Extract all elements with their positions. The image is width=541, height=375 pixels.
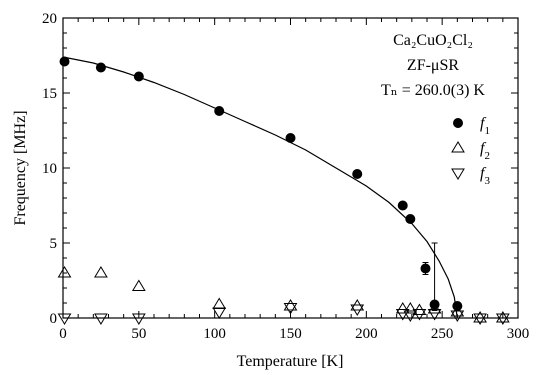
x-tick-label: 0 (59, 326, 67, 342)
annotation-tn: Tₙ = 260.0(3) K (381, 82, 485, 99)
point-f2 (283, 299, 298, 311)
x-tick-label: 100 (203, 326, 226, 342)
point-f2 (403, 302, 418, 314)
x-axis-title: Temperature [K] (237, 353, 344, 370)
point-f2 (395, 302, 410, 314)
x-tick-labels: 0 50 100 150 200 250 300 (59, 326, 529, 342)
x-tick-label: 200 (355, 326, 378, 342)
point-f3 (403, 310, 418, 322)
y-tick-label: 0 (50, 311, 58, 327)
point-f1 (133, 71, 144, 82)
point-f2 (427, 302, 442, 314)
point-f2 (473, 311, 487, 323)
point-f3 (450, 310, 465, 322)
legend-marker-f3 (451, 168, 465, 180)
point-f3 (212, 307, 227, 319)
point-f1 (59, 56, 70, 67)
point-f2 (212, 297, 227, 309)
y-tick-label: 15 (42, 86, 57, 102)
y-tick-label: 20 (42, 11, 57, 27)
point-f1 (352, 169, 363, 179)
point-f1 (420, 263, 431, 274)
point-f2 (131, 279, 146, 291)
legend-marker-f2 (451, 141, 465, 153)
y-axis-title: Frequency [MHz] (12, 110, 29, 225)
point-f3 (283, 303, 298, 315)
point-f3 (94, 313, 108, 325)
x-tick-label: 50 (131, 326, 146, 342)
point-f3 (473, 313, 487, 325)
x-tick-label: 150 (279, 326, 302, 342)
point-f1 (405, 214, 416, 224)
point-f3 (395, 309, 410, 321)
point-f3 (350, 304, 365, 316)
y-tick-labels: 0 5 10 15 20 (42, 11, 57, 327)
legend: f1 f2 f3 (451, 115, 490, 187)
x-tick-label: 250 (431, 326, 454, 342)
y-tick-label: 10 (42, 161, 57, 177)
y-tick-label: 5 (50, 236, 58, 252)
annotation-method: ZF-μSR (407, 57, 459, 74)
legend-label-f1: f1 (480, 115, 490, 137)
annotation-block: Ca₂CuO₂Cl₂ ZF-μSR Tₙ = 260.0(3) K (381, 32, 485, 99)
legend-marker-f1 (453, 118, 463, 128)
point-f3 (427, 309, 442, 321)
fit-curve (62, 56, 458, 319)
point-f1 (285, 133, 296, 143)
legend-label-f2: f2 (480, 140, 490, 162)
point-f2 (495, 311, 510, 323)
point-f3 (131, 313, 146, 325)
point-f1 (95, 62, 106, 73)
annotation-compound: Ca₂CuO₂Cl₂ (393, 32, 473, 49)
point-f1 (214, 106, 225, 116)
point-f3 (57, 313, 72, 325)
axis-ticks (62, 17, 519, 319)
data-points (57, 56, 510, 325)
point-f3 (412, 309, 427, 321)
legend-label-f3: f3 (480, 165, 490, 187)
point-f2 (57, 266, 72, 278)
point-f2 (94, 266, 108, 278)
point-f1 (397, 200, 408, 211)
x-tick-label: 300 (507, 326, 530, 342)
point-f3 (495, 313, 510, 325)
